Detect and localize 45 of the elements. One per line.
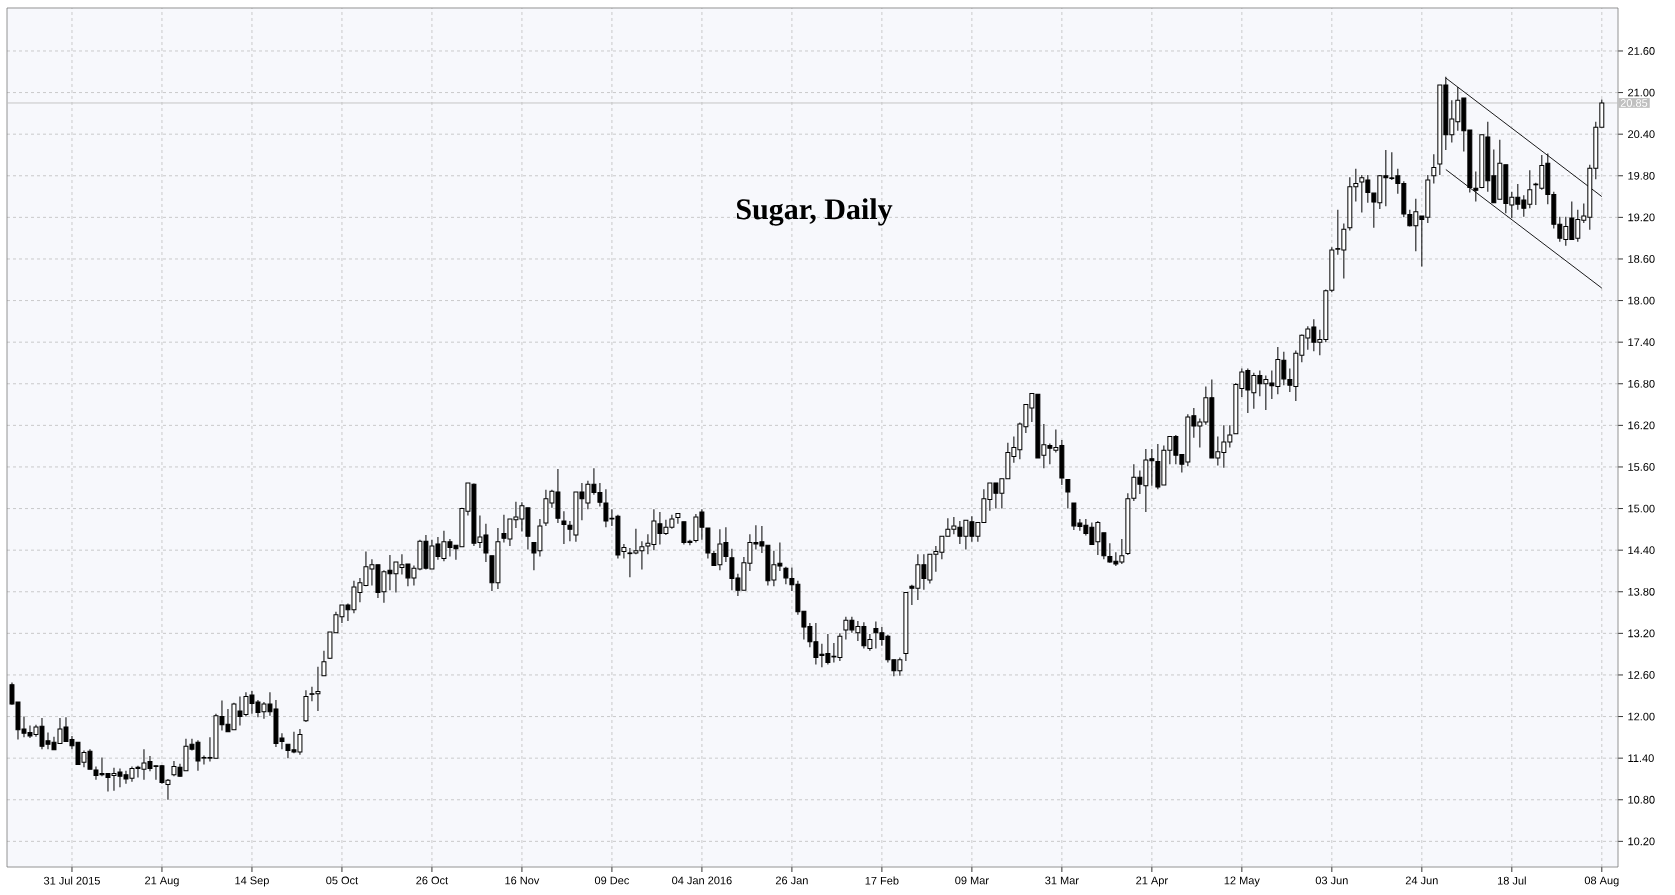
y-tick-label: 19.20 (1628, 213, 1655, 222)
y-tick-label: 10.20 (1628, 837, 1655, 846)
y-tick-label: 14.40 (1628, 546, 1655, 555)
x-tick-label: 12 May (1224, 876, 1260, 887)
y-tick-label: 15.60 (1628, 463, 1655, 471)
x-tick-label: 04 Jan 2016 (672, 876, 732, 885)
candlestick (321, 650, 327, 677)
x-tick-label: 24 Jun (1405, 876, 1438, 885)
y-tick-label: 16.20 (1628, 421, 1655, 430)
candlestick (561, 510, 567, 545)
y-tick-label: 20.40 (1628, 130, 1655, 139)
candlestick (675, 512, 681, 525)
candlestick (1065, 478, 1071, 510)
x-tick-label: 26 Jan (775, 876, 808, 885)
y-tick-label: 12.00 (1628, 712, 1655, 721)
x-tick-label: 08 Aug (1584, 876, 1619, 887)
x-tick-label: 26 Oct (416, 876, 449, 885)
ref-line-label: 20.85 (1620, 99, 1648, 107)
y-tick-label: 11.40 (1628, 754, 1654, 763)
x-tick-label: 09 Mar (955, 876, 989, 885)
x-tick-label: 31 Mar (1045, 876, 1079, 885)
text: Sugar, Daily (736, 198, 893, 226)
y-tick-label: 21.00 (1628, 88, 1655, 97)
x-tick-label: 31 Jul 2015 (43, 876, 100, 885)
y-tick-label: 18.60 (1628, 255, 1655, 263)
x-tick-label: 16 Nov (505, 876, 540, 885)
y-tick-label: 13.80 (1628, 587, 1655, 596)
y-tick-label: 10.80 (1628, 795, 1655, 804)
y-tick-label: 16.80 (1628, 379, 1655, 388)
y-tick-label: 12.60 (1628, 671, 1655, 679)
x-tick-label: 17 Feb (865, 876, 899, 885)
x-tick-label: 18 Jul (1497, 876, 1526, 885)
y-tick-label: 21.60 (1628, 47, 1655, 55)
y-tick-label: 13.20 (1628, 629, 1655, 638)
x-tick-label: 21 Apr (1136, 876, 1168, 887)
x-tick-label: 21 Aug (145, 876, 179, 887)
x-tick-label: 14 Sep (235, 876, 269, 887)
candlestick (1431, 153, 1437, 184)
y-tick-label: 15.00 (1628, 504, 1655, 513)
x-tick-label: 05 Oct (326, 876, 359, 885)
y-tick-label: 17.40 (1628, 338, 1655, 347)
x-tick-label: 09 Dec (594, 876, 630, 885)
y-tick-label: 18.00 (1628, 296, 1655, 305)
y-tick-label: 19.80 (1628, 171, 1655, 180)
x-tick-label: 03 Jun (1315, 876, 1348, 885)
